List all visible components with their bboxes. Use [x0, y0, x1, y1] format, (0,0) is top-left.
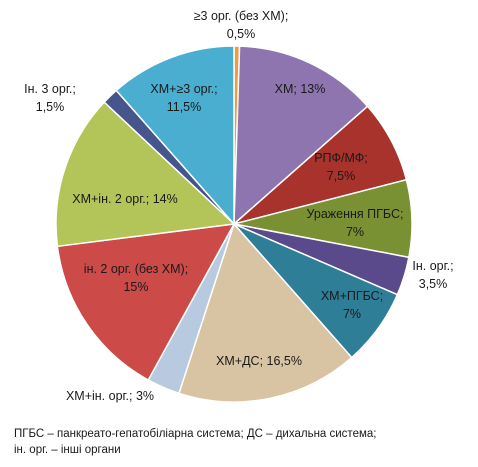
slice-label-8: ХМ+ін. орг.; 3% — [66, 389, 154, 403]
pie-slices — [55, 45, 413, 403]
footnote-line-2: ін. орг. – інші органи — [14, 444, 121, 456]
slice-label-10: ХМ+ін. 2 орг.; 14% — [72, 192, 177, 206]
slice-label-11: Ін. 3 орг.; 1,5% — [24, 82, 76, 114]
slice-label-4: Ураження ПГБС; 7% — [307, 207, 404, 239]
slice-label-1: ≥3 орг. (без ХМ); 0,5% — [194, 9, 289, 41]
slice-label-6: ХМ+ПГБС; 7% — [321, 289, 383, 321]
slice-labels: ≥3 орг. (без ХМ); 0,5% ХМ; 13% РПФ/МФ; 7,5% У… — [24, 9, 453, 403]
pie-slice-7 — [178, 222, 353, 403]
footnote-line-1: ПГБС – панкреато-гепатобіліарна система;… — [14, 428, 377, 440]
pie-slice-12 — [115, 45, 235, 226]
pie-slice-10 — [55, 101, 236, 248]
slice-label-2: ХМ; 13% — [275, 82, 326, 96]
pie-slice-2 — [233, 45, 369, 226]
slice-label-5: Ін. орг.; 3,5% — [412, 259, 453, 291]
slice-label-3: РПФ/МФ; 7,5% — [314, 151, 368, 183]
pie-slice-9 — [56, 223, 236, 381]
slice-label-12: ХМ+≥3 орг.; 11,5% — [150, 82, 217, 114]
slice-label-7: ХМ+ДС; 16,5% — [216, 354, 302, 368]
slice-label-9: ін. 2 орг. (без ХМ); 15% — [84, 262, 188, 294]
